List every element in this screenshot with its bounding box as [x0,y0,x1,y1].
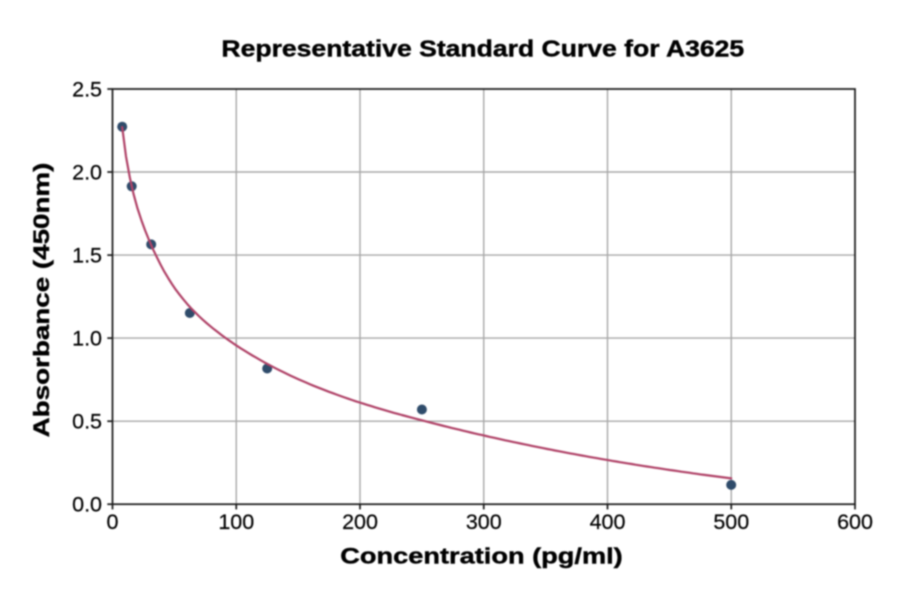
svg-text:Absorbance (450nm): Absorbance (450nm) [30,163,55,438]
svg-text:600: 600 [837,510,873,534]
svg-text:2.0: 2.0 [72,160,102,184]
svg-text:300: 300 [466,510,502,534]
svg-text:0.0: 0.0 [72,493,102,517]
svg-text:Concentration (pg/ml): Concentration (pg/ml) [340,544,622,569]
svg-text:100: 100 [218,510,254,534]
svg-text:0.5: 0.5 [72,410,102,434]
svg-text:1.5: 1.5 [72,243,102,267]
svg-text:500: 500 [713,510,749,534]
svg-text:200: 200 [342,510,378,534]
svg-text:400: 400 [590,510,626,534]
svg-text:0: 0 [107,510,119,534]
svg-text:1.0: 1.0 [72,326,102,350]
svg-text:Representative Standard Curve: Representative Standard Curve for A3625 [221,37,744,62]
svg-text:2.5: 2.5 [72,77,102,101]
